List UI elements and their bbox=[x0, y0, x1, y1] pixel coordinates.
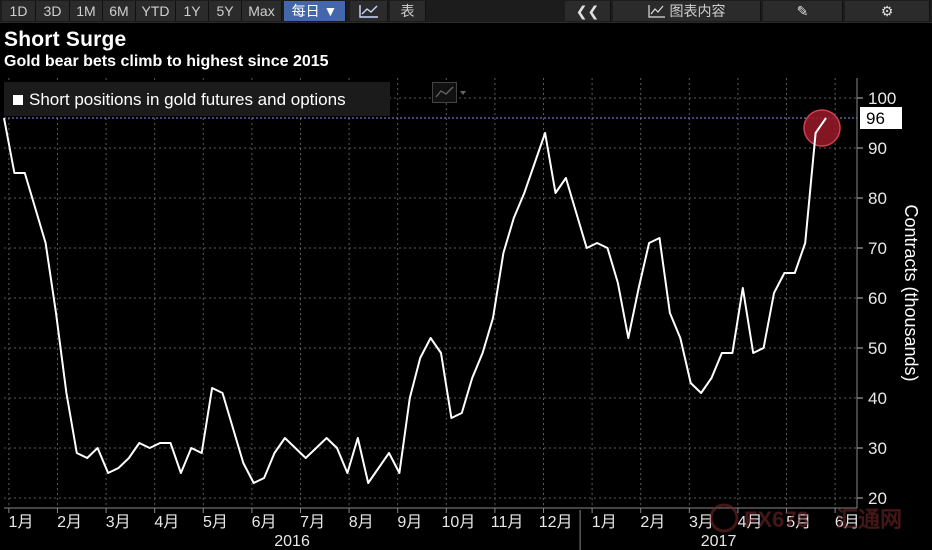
y-tick-label: 50 bbox=[868, 339, 887, 358]
chart-content-icon bbox=[647, 5, 665, 18]
frequency-dropdown[interactable]: 每日 ▼ bbox=[284, 1, 346, 21]
x-tick-label: 1月 bbox=[592, 514, 617, 531]
legend-swatch bbox=[13, 95, 23, 105]
settings-button[interactable]: ⚙ bbox=[845, 1, 930, 21]
annotate-button[interactable]: ✎ bbox=[763, 1, 843, 21]
last-value-pointer bbox=[860, 113, 866, 123]
watermark-logo: FX678 汇通网 bbox=[709, 503, 902, 533]
line-chart-button[interactable] bbox=[350, 1, 388, 21]
chart-title: Short Surge bbox=[4, 28, 127, 51]
last-value-label: 96 bbox=[866, 109, 885, 128]
x-tick-label: 4月 bbox=[738, 514, 763, 531]
y-tick-label: 70 bbox=[868, 239, 887, 258]
x-tick-label: 3月 bbox=[689, 514, 714, 531]
x-tick-label: 6月 bbox=[252, 514, 277, 531]
x-tick-label: 4月 bbox=[154, 514, 179, 531]
highlight-circle bbox=[803, 109, 841, 147]
x-tick-label: 6月 bbox=[835, 514, 860, 531]
x-tick-label: 2月 bbox=[640, 514, 665, 531]
y-tick-label: 100 bbox=[868, 89, 896, 108]
x-tick-label: 8月 bbox=[349, 514, 374, 531]
watermark-text: FX678 bbox=[744, 507, 809, 532]
year-label-2016: 2016 bbox=[274, 533, 310, 550]
y-tick-label: 30 bbox=[868, 439, 887, 458]
x-tick-label: 2月 bbox=[57, 514, 82, 531]
x-tick-label: 10月 bbox=[442, 514, 476, 531]
y-tick-label: 20 bbox=[868, 489, 887, 508]
chart-content-button[interactable]: 图表内容 bbox=[613, 1, 761, 21]
period-1m-button[interactable]: 1M bbox=[70, 1, 103, 21]
year-label-2017: 2017 bbox=[701, 533, 737, 550]
period-6m-button[interactable]: 6M bbox=[103, 1, 136, 21]
collapse-button[interactable]: ❮❮ bbox=[565, 1, 611, 21]
y-axis-title: Contracts (thousands) bbox=[901, 204, 921, 381]
gear-icon: ⚙ bbox=[880, 3, 894, 19]
period-3d-button[interactable]: 3D bbox=[36, 1, 70, 21]
y-tick-label: 40 bbox=[868, 389, 887, 408]
period-max-button[interactable]: Max bbox=[242, 1, 282, 21]
double-chevron-left-icon: ❮❮ bbox=[575, 3, 600, 19]
last-value-box bbox=[860, 107, 902, 129]
x-tick-label: 9月 bbox=[397, 514, 422, 531]
y-tick-label: 90 bbox=[868, 139, 887, 158]
line-chart-icon bbox=[358, 5, 378, 18]
y-tick-label: 60 bbox=[868, 289, 887, 308]
series-line bbox=[3, 117, 827, 484]
x-tick-label: 7月 bbox=[300, 514, 325, 531]
period-ytd-button[interactable]: YTD bbox=[136, 1, 176, 21]
x-tick-label: 12月 bbox=[539, 514, 573, 531]
toolbar: 1D 3D 1M 6M YTD 1Y 5Y Max 每日 ▼ 表 ❮❮ 图表内容… bbox=[0, 0, 932, 23]
y-tick-label: 80 bbox=[868, 189, 887, 208]
chart-type-menu[interactable] bbox=[432, 82, 468, 104]
period-1d-button[interactable]: 1D bbox=[2, 1, 36, 21]
period-1y-button[interactable]: 1Y bbox=[176, 1, 209, 21]
edit-pencil-icon: ✎ bbox=[796, 3, 809, 19]
x-tick-label: 5月 bbox=[203, 514, 228, 531]
x-tick-label: 11月 bbox=[491, 514, 524, 531]
x-tick-label: 1月 bbox=[9, 514, 34, 531]
chart-content-label: 图表内容 bbox=[669, 3, 726, 19]
period-5y-button[interactable]: 5Y bbox=[209, 1, 242, 21]
chart-subtitle: Gold bear bets climb to highest since 20… bbox=[4, 53, 329, 70]
legend: Short positions in gold futures and opti… bbox=[4, 82, 390, 116]
x-tick-label: 5月 bbox=[786, 514, 811, 531]
x-tick-label: 3月 bbox=[106, 514, 131, 531]
legend-label: Short positions in gold futures and opti… bbox=[29, 90, 346, 109]
watermark-text-cn: 汇通网 bbox=[836, 507, 902, 532]
mini-chart-icon bbox=[432, 82, 466, 103]
table-view-button[interactable]: 表 bbox=[390, 1, 426, 21]
